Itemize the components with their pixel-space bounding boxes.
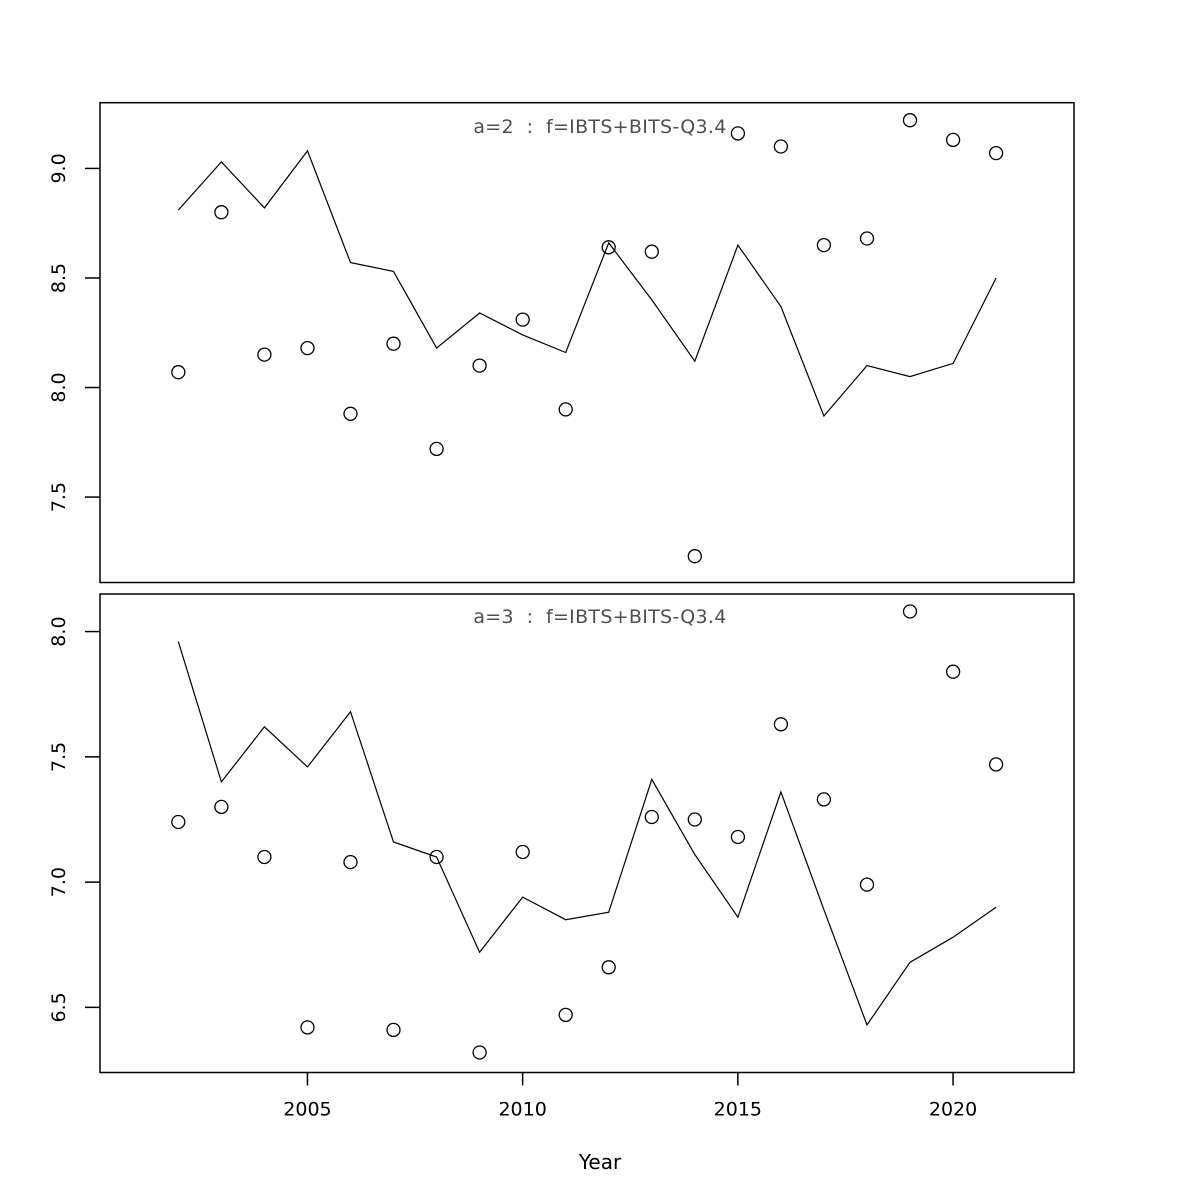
observation-point — [945, 664, 961, 679]
observation-point — [816, 792, 832, 807]
observation-point — [687, 812, 702, 827]
observation-point — [644, 809, 659, 825]
observation-point — [687, 549, 702, 564]
observation-point — [601, 240, 616, 255]
observation-point — [515, 844, 530, 860]
y-tick-label: 8.0 — [48, 616, 70, 646]
observation-point — [773, 717, 789, 732]
observation-point — [386, 1022, 401, 1038]
observation-point — [257, 849, 272, 865]
y-tick-label: 7.5 — [48, 482, 70, 512]
observation-point — [515, 312, 530, 327]
panel-top-title: a=2 : f=IBTS+BITS-Q3.4 — [473, 116, 727, 138]
observation-point — [859, 877, 875, 892]
observation-point — [214, 205, 229, 220]
observation-point — [171, 814, 186, 830]
model-fit-line — [177, 641, 997, 1027]
x-tick-label: 2005 — [283, 1099, 331, 1121]
x-tick-label: 2015 — [714, 1099, 762, 1121]
y-tick-label: 8.0 — [48, 372, 70, 402]
observation-point — [343, 406, 358, 421]
observation-point — [214, 799, 229, 815]
observation-point — [988, 145, 1004, 161]
observation-point — [902, 604, 918, 619]
observation-point — [988, 757, 1004, 772]
observation-point — [558, 402, 573, 417]
observation-point — [601, 960, 616, 975]
observation-point — [859, 231, 875, 246]
observation-point — [816, 237, 832, 253]
panel-bottom-title: a=3 : f=IBTS+BITS-Q3.4 — [473, 606, 727, 628]
y-tick-label: 8.5 — [48, 263, 70, 293]
panel-border — [99, 593, 1075, 1074]
observation-point — [472, 358, 487, 373]
observation-point — [945, 132, 961, 148]
observation-point — [644, 244, 659, 259]
y-tick-label: 7.0 — [48, 867, 70, 897]
panel-border — [99, 101, 1075, 584]
observation-point — [257, 347, 272, 362]
observation-point — [730, 829, 746, 845]
model-fit-line — [177, 149, 997, 418]
observation-point — [773, 139, 789, 154]
observation-point — [472, 1045, 487, 1060]
x-tick-label: 2020 — [929, 1099, 977, 1121]
observation-point — [343, 854, 358, 870]
observation-point — [902, 113, 918, 128]
observation-point — [429, 849, 444, 865]
observation-point — [730, 126, 746, 141]
y-tick-label: 7.5 — [48, 742, 70, 772]
observation-point — [171, 365, 186, 380]
y-tick-label: 9.0 — [48, 153, 70, 183]
observation-point — [300, 340, 315, 356]
x-axis-label: Year — [578, 1150, 622, 1174]
y-tick-label: 6.5 — [48, 992, 70, 1022]
observation-point — [429, 441, 444, 457]
observation-point — [386, 336, 401, 351]
observation-point — [558, 1007, 573, 1023]
observation-point — [300, 1020, 315, 1035]
x-tick-label: 2010 — [498, 1099, 546, 1121]
